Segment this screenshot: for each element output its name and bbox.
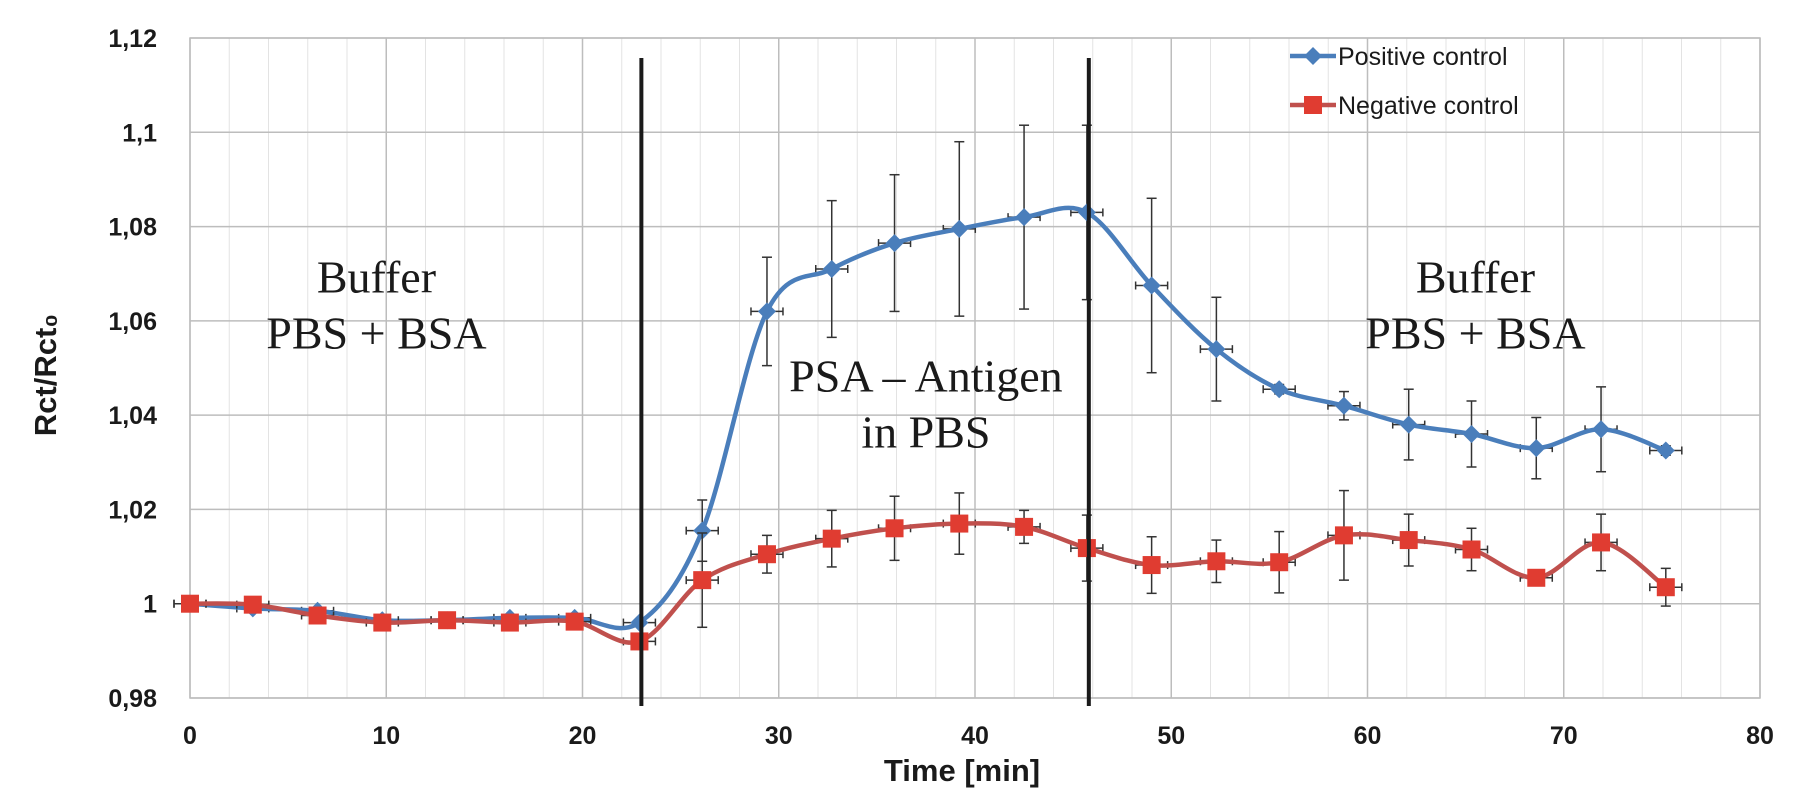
data-point — [243, 595, 262, 614]
data-point — [1015, 208, 1034, 227]
data-point — [308, 606, 327, 625]
data-point — [1015, 517, 1034, 536]
x-tick-label: 70 — [1550, 722, 1578, 750]
data-point — [1334, 396, 1353, 415]
y-tick-labels: 0,98 1 1,02 1,04 1,06 1,08 1,1 1,12 — [108, 25, 157, 713]
annotation-line: PSA – Antigen — [789, 351, 1063, 402]
legend-label: Positive control — [1338, 43, 1508, 71]
data-point — [181, 594, 199, 613]
legend-item: Negative control — [1290, 92, 1519, 120]
data-point — [500, 613, 519, 632]
x-axis-title: Time [min] — [884, 753, 1040, 788]
annotation-text: Buffer PBS + BSA — [266, 252, 486, 359]
data-point — [757, 302, 776, 321]
x-tick-label: 20 — [569, 722, 597, 750]
data-point — [1462, 540, 1481, 559]
data-point — [1399, 531, 1418, 550]
x-tick-label: 80 — [1746, 722, 1774, 750]
y-tick-label: 1,04 — [108, 402, 157, 430]
data-point — [1592, 533, 1611, 552]
y-tick-label: 0,98 — [108, 685, 157, 713]
y-tick-label: 1,02 — [108, 496, 157, 524]
y-tick-label: 1 — [143, 591, 157, 619]
data-point — [1270, 380, 1289, 399]
y-tick-label: 1,06 — [108, 308, 157, 336]
annotation-text: Buffer PBS + BSA — [1365, 252, 1585, 359]
data-point — [757, 545, 776, 564]
data-point — [373, 613, 392, 632]
data-point — [1399, 415, 1418, 434]
x-tick-label: 60 — [1354, 722, 1382, 750]
annotation-text: PSA – Antigen in PBS — [789, 351, 1063, 458]
y-tick-label: 1,1 — [122, 119, 157, 147]
data-point — [1656, 441, 1675, 460]
annotation-line: in PBS — [861, 407, 990, 458]
x-tick-label: 40 — [961, 722, 989, 750]
annotation-line: PBS + BSA — [266, 308, 486, 359]
data-point — [1142, 276, 1161, 295]
y-tick-label: 1,08 — [108, 214, 157, 242]
data-point — [1207, 340, 1226, 359]
data-point — [1270, 553, 1289, 572]
series-line — [189, 521, 1668, 645]
data-point — [1334, 526, 1353, 545]
data-point — [1527, 439, 1546, 458]
y-tick-label: 1,12 — [108, 25, 157, 53]
x-tick-label: 30 — [765, 722, 793, 750]
data-point — [822, 260, 841, 278]
legend: Positive control Negative control — [1290, 43, 1519, 120]
data-point — [1527, 568, 1546, 587]
x-tick-label: 10 — [372, 722, 400, 750]
x-tick-label: 50 — [1157, 722, 1185, 750]
data-point — [885, 234, 904, 253]
data-point — [950, 514, 969, 533]
data-point — [1207, 552, 1226, 571]
annotation-line: Buffer — [1416, 252, 1535, 303]
data-point — [1462, 425, 1481, 443]
annotation-line: PBS + BSA — [1365, 308, 1585, 359]
data-point — [1142, 556, 1161, 575]
data-point — [438, 611, 457, 630]
data-point — [565, 612, 584, 631]
data-point — [693, 571, 712, 590]
x-tick-label: 0 — [183, 722, 197, 750]
annotation-line: Buffer — [317, 252, 436, 303]
legend-marker — [1304, 47, 1322, 65]
data-point — [950, 219, 969, 238]
data-point — [822, 529, 841, 548]
legend-marker — [1304, 96, 1322, 114]
axes — [189, 37, 1761, 699]
x-tick-labels: 0 10 20 30 40 50 60 70 80 — [183, 722, 1774, 750]
data-point — [1592, 420, 1611, 439]
vertical-markers — [639, 58, 1091, 706]
data-point — [885, 519, 904, 538]
y-axis-title: Rct/Rct₀ — [28, 314, 63, 437]
series-negative-control — [173, 489, 1683, 651]
legend-item: Positive control — [1290, 43, 1508, 71]
data-point — [1656, 578, 1675, 597]
legend-label: Negative control — [1338, 92, 1519, 120]
data-point — [693, 521, 712, 540]
plot-area-border — [189, 37, 1761, 699]
